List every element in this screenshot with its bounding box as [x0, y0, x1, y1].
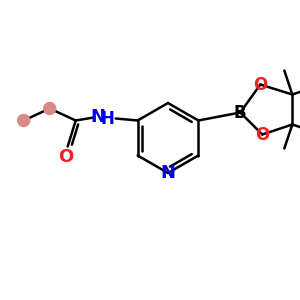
- Text: N: N: [90, 107, 105, 125]
- Text: N: N: [160, 164, 175, 182]
- Text: O: O: [58, 148, 73, 166]
- Text: O: O: [255, 125, 269, 143]
- Text: B: B: [234, 103, 247, 122]
- Text: H: H: [101, 110, 115, 128]
- Text: O: O: [253, 76, 267, 94]
- Circle shape: [44, 103, 56, 115]
- Circle shape: [18, 115, 30, 127]
